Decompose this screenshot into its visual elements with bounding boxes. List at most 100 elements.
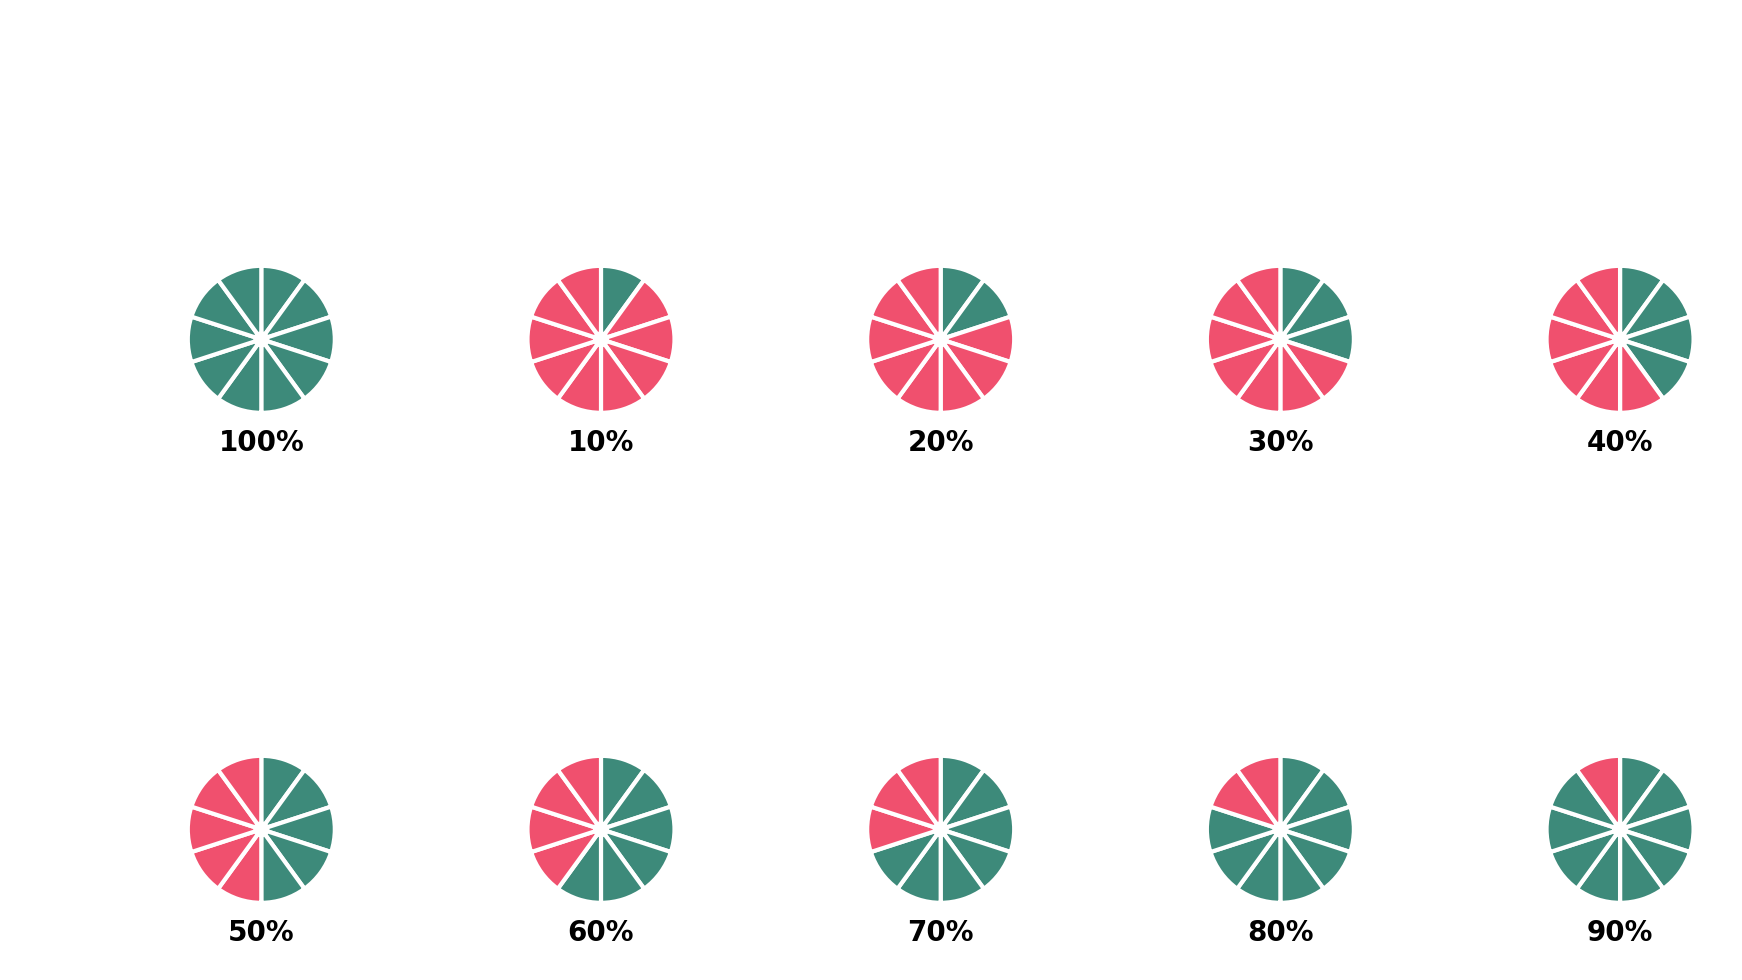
- Wedge shape: [1547, 807, 1620, 852]
- Wedge shape: [218, 756, 261, 829]
- Wedge shape: [1280, 807, 1354, 852]
- Wedge shape: [1577, 829, 1620, 903]
- Text: 10%: 10%: [568, 429, 634, 457]
- Wedge shape: [1280, 770, 1350, 829]
- Wedge shape: [261, 807, 334, 852]
- Wedge shape: [531, 280, 601, 339]
- Wedge shape: [868, 807, 941, 852]
- Wedge shape: [531, 770, 601, 829]
- Wedge shape: [1577, 266, 1620, 339]
- Wedge shape: [1280, 266, 1324, 339]
- Wedge shape: [897, 756, 941, 829]
- Wedge shape: [871, 829, 941, 889]
- Wedge shape: [601, 770, 671, 829]
- Wedge shape: [1280, 339, 1350, 399]
- Wedge shape: [601, 266, 645, 339]
- Wedge shape: [941, 317, 1014, 362]
- Wedge shape: [871, 339, 941, 399]
- Wedge shape: [1211, 770, 1280, 829]
- Wedge shape: [1620, 829, 1664, 903]
- Wedge shape: [261, 266, 305, 339]
- Wedge shape: [557, 339, 601, 413]
- Wedge shape: [601, 339, 671, 399]
- Circle shape: [594, 822, 608, 837]
- Wedge shape: [1211, 280, 1280, 339]
- Wedge shape: [941, 339, 984, 413]
- Wedge shape: [1620, 807, 1693, 852]
- Wedge shape: [941, 807, 1014, 852]
- Circle shape: [594, 332, 608, 347]
- Wedge shape: [1620, 756, 1664, 829]
- Text: 30%: 30%: [1247, 429, 1313, 457]
- Wedge shape: [1547, 317, 1620, 362]
- Wedge shape: [871, 770, 941, 829]
- Text: 40%: 40%: [1587, 429, 1653, 457]
- Wedge shape: [557, 266, 601, 339]
- Wedge shape: [261, 756, 305, 829]
- Circle shape: [934, 822, 948, 837]
- Wedge shape: [531, 339, 601, 399]
- Wedge shape: [1280, 829, 1350, 889]
- Wedge shape: [192, 770, 261, 829]
- Wedge shape: [941, 829, 984, 903]
- Wedge shape: [871, 280, 941, 339]
- Wedge shape: [1237, 266, 1280, 339]
- Circle shape: [1273, 332, 1287, 347]
- Wedge shape: [897, 266, 941, 339]
- Wedge shape: [261, 770, 331, 829]
- Wedge shape: [218, 339, 261, 413]
- Wedge shape: [261, 829, 305, 903]
- Wedge shape: [1211, 829, 1280, 889]
- Wedge shape: [188, 317, 261, 362]
- Wedge shape: [1577, 339, 1620, 413]
- Wedge shape: [601, 829, 671, 889]
- Wedge shape: [601, 339, 645, 413]
- Wedge shape: [1620, 829, 1690, 889]
- Text: 100%: 100%: [218, 429, 305, 457]
- Wedge shape: [188, 807, 261, 852]
- Wedge shape: [941, 266, 984, 339]
- Circle shape: [1273, 822, 1287, 837]
- Wedge shape: [1280, 829, 1324, 903]
- Wedge shape: [261, 829, 331, 889]
- Wedge shape: [1280, 317, 1354, 362]
- Wedge shape: [261, 339, 331, 399]
- Text: 90%: 90%: [1587, 919, 1653, 947]
- Wedge shape: [941, 829, 1010, 889]
- Wedge shape: [601, 756, 645, 829]
- Text: 80%: 80%: [1247, 919, 1313, 947]
- Wedge shape: [897, 829, 941, 903]
- Wedge shape: [261, 339, 305, 413]
- Wedge shape: [528, 807, 601, 852]
- Wedge shape: [528, 317, 601, 362]
- Wedge shape: [1237, 339, 1280, 413]
- Circle shape: [1613, 332, 1627, 347]
- Circle shape: [1613, 822, 1627, 837]
- Wedge shape: [1280, 280, 1350, 339]
- Wedge shape: [868, 317, 941, 362]
- Wedge shape: [218, 266, 261, 339]
- Wedge shape: [941, 280, 1010, 339]
- Wedge shape: [1550, 829, 1620, 889]
- Text: 60%: 60%: [568, 919, 634, 947]
- Wedge shape: [1620, 770, 1690, 829]
- Wedge shape: [1620, 339, 1664, 413]
- Text: 70%: 70%: [908, 919, 974, 947]
- Wedge shape: [897, 339, 941, 413]
- Wedge shape: [1237, 756, 1280, 829]
- Wedge shape: [1280, 756, 1324, 829]
- Wedge shape: [1207, 807, 1280, 852]
- Circle shape: [254, 822, 268, 837]
- Wedge shape: [557, 756, 601, 829]
- Text: 20%: 20%: [908, 429, 974, 457]
- Wedge shape: [941, 770, 1010, 829]
- Circle shape: [254, 332, 268, 347]
- Text: 50%: 50%: [228, 919, 294, 947]
- Wedge shape: [601, 807, 674, 852]
- Wedge shape: [1211, 339, 1280, 399]
- Wedge shape: [601, 829, 645, 903]
- Wedge shape: [941, 756, 984, 829]
- Wedge shape: [1280, 339, 1324, 413]
- Wedge shape: [261, 280, 331, 339]
- Wedge shape: [218, 829, 261, 903]
